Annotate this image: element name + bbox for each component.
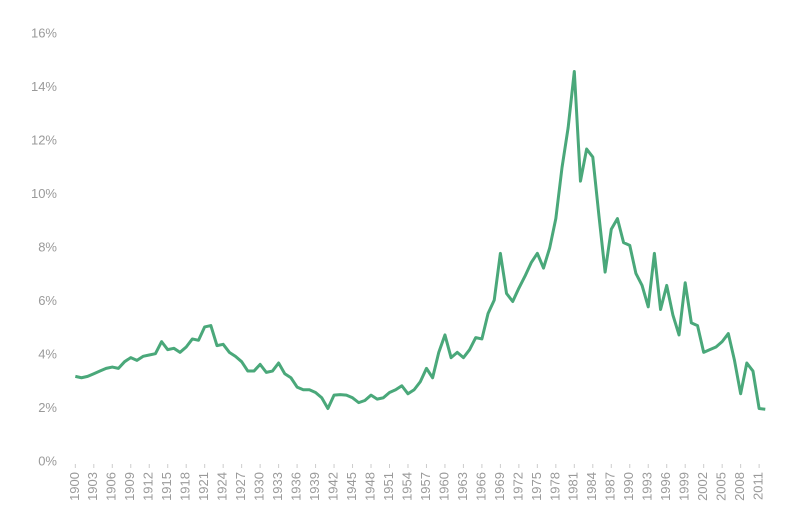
y-tick-label: 2% (38, 400, 57, 415)
y-tick-label: 16% (31, 25, 57, 40)
x-tick-label: 1909 (122, 472, 137, 501)
x-tick-label: 1996 (658, 472, 673, 501)
x-tick-label: 1948 (362, 472, 377, 501)
y-tick-label: 12% (31, 132, 57, 147)
x-tick-label: 1900 (67, 472, 82, 501)
x-tick-label: 1978 (547, 472, 562, 501)
x-tick-label: 1927 (233, 472, 248, 501)
line (75, 69, 766, 411)
y-tick-label: 6% (38, 293, 57, 308)
x-tick-label: 1963 (455, 472, 470, 501)
x-tick-label: 1930 (252, 472, 267, 501)
x-tick-label: 1933 (270, 472, 285, 501)
x-tick-label: 1918 (178, 472, 193, 501)
x-tick-label: 1951 (381, 472, 396, 501)
x-tick-label: 1981 (566, 472, 581, 501)
x-tick-label: 1999 (677, 472, 692, 501)
y-tick-label: 14% (31, 79, 57, 94)
x-tick-label: 1915 (159, 472, 174, 501)
x-tick-label: 1924 (215, 472, 230, 501)
x-tick-label: 1972 (510, 472, 525, 501)
x-tick-label: 1990 (621, 472, 636, 501)
x-tick-label: 2011 (751, 472, 766, 500)
x-tick-label: 1969 (492, 472, 507, 501)
x-tick-label: 1957 (418, 472, 433, 501)
x-tick-label: 2002 (695, 472, 710, 501)
x-tick-label: 1921 (196, 472, 211, 501)
x-tick-label: 1993 (640, 472, 655, 501)
x-tick-label: 2008 (732, 472, 747, 501)
x-tick-label: 1936 (289, 472, 304, 501)
x-tick-label: 1906 (104, 472, 119, 501)
y-tick-label: 4% (38, 346, 57, 361)
x-tick-label: 1954 (399, 472, 414, 501)
x-tick-label: 1966 (473, 472, 488, 501)
y-tick-label: 0% (38, 453, 57, 468)
x-tick-label: 1984 (584, 472, 599, 501)
x-tick-label: 1987 (603, 472, 618, 501)
y-tick-label: 10% (31, 186, 57, 201)
x-tick-label: 1975 (529, 472, 544, 501)
x-tick-label: 1960 (436, 472, 451, 501)
x-tick-label: 1939 (307, 472, 322, 501)
x-tick-label: 1942 (325, 472, 340, 501)
x-tick-label: 1945 (344, 472, 359, 501)
y-tick-label: 8% (38, 239, 57, 254)
x-tick-label: 2005 (714, 472, 729, 501)
x-tick-label: 1912 (141, 472, 156, 501)
x-tick-label: 1903 (85, 472, 100, 501)
